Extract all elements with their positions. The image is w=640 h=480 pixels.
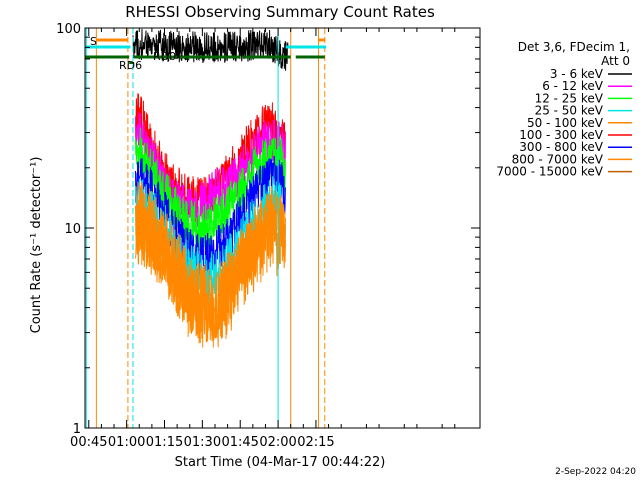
x-tick-label-5: 02:00: [259, 435, 296, 450]
annotation-s: S: [90, 35, 97, 48]
series-line-7: [135, 181, 286, 348]
x-tick-label-6: 02:15: [297, 435, 334, 450]
y-tick-label-0: 1: [73, 422, 81, 437]
x-tick-label-2: 01:15: [146, 435, 183, 450]
legend-header-line-1: Det 3,6, FDecim 1,: [518, 40, 630, 54]
x-tick-label-3: 01:30: [184, 435, 221, 450]
series-line-0: [132, 28, 289, 71]
axis-layer: 00:45 01:00 01:15 01:30 01:45 02:00 02:15 1 10 10…: [56, 22, 481, 450]
annotation-rd0: RD0: [153, 50, 176, 63]
legend-label-7: 800 - 7000 keV: [512, 152, 604, 166]
legend-header-line-2: Att 0: [601, 54, 630, 68]
legend-label-2: 12 - 25 keV: [535, 91, 604, 105]
y-tick-label-1: 10: [64, 222, 81, 237]
x-axis-label: Start Time (04-Mar-17 00:44:22): [175, 455, 386, 470]
y-axis-label: Count Rate (s⁻¹ detector⁻¹): [29, 157, 44, 334]
chart-title: RHESSI Observing Summary Count Rates: [125, 3, 435, 21]
legend-label-8: 7000 - 15000 keV: [496, 165, 603, 179]
footer-date: 2-Sep-2022 04:20: [555, 467, 636, 477]
legend-label-4: 50 - 100 keV: [527, 116, 604, 130]
series-layer: [132, 28, 289, 348]
x-tick-label-0: 00:45: [70, 435, 107, 450]
x-tick-label-1: 01:00: [108, 435, 145, 450]
x-tick-label-4: 01:45: [221, 435, 258, 450]
annotation-rd6: RD6: [119, 59, 142, 72]
legend-label-0: 3 - 6 keV: [550, 67, 604, 81]
legend-label-5: 100 - 300 keV: [519, 128, 603, 142]
legend-label-6: 300 - 800 keV: [519, 140, 603, 154]
legend-label-3: 25 - 50 keV: [535, 104, 604, 118]
y-tick-label-2: 100: [56, 22, 81, 37]
series-line-3: [135, 127, 286, 251]
legend-label-1: 6 - 12 keV: [542, 79, 604, 93]
